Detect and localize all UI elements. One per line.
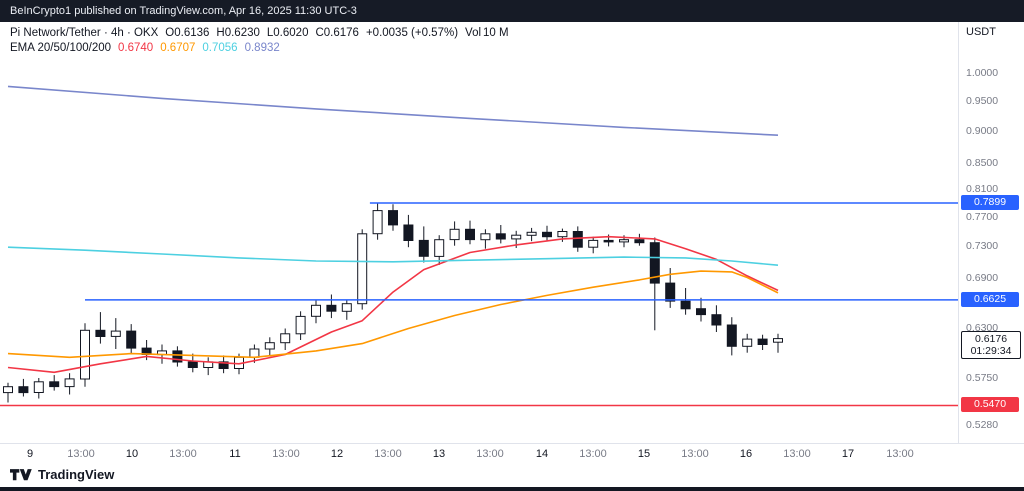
ema-value-200: 0.8932 [244, 42, 280, 54]
ema-value-50: 0.6707 [160, 42, 196, 54]
ema-line-50 [7, 270, 779, 359]
price-tick: 0.6900 [966, 272, 999, 284]
time-label: 16 [739, 448, 753, 460]
ema-line-100 [7, 246, 779, 266]
candles [3, 202, 783, 403]
time-label: 13:00 [783, 448, 811, 460]
volume-label: Vol [465, 27, 482, 39]
price-tick: 0.5750 [966, 372, 999, 384]
time-label: 13:00 [886, 448, 914, 460]
ema-indicator-label[interactable]: EMA 20/50/100/200 [10, 42, 112, 54]
time-label: 17 [841, 448, 855, 460]
tradingview-logo[interactable]: TradingView [10, 467, 114, 482]
ema-line-20 [7, 235, 779, 374]
ema-value-100: 0.7056 [202, 42, 238, 54]
time-label: 13:00 [169, 448, 197, 460]
price-level-badge: 0.5470 [961, 397, 1019, 412]
time-label: 10 [125, 448, 139, 460]
price-axis[interactable]: USDT 1.0000 0.9500 0.9000 0.8500 0.8100 0.770… [958, 22, 1024, 443]
ohlc-low: L0.6020 [266, 27, 309, 39]
publish-banner-text: BeInCrypto1 published on TradingView.com… [10, 5, 357, 17]
time-label: 13:00 [67, 448, 95, 460]
symbol-legend: Pi Network/Tether · 4h · OKX O0.6136 H0.… [10, 26, 516, 56]
price-tick: 0.5280 [966, 419, 999, 431]
ohlc-open: O0.6136 [165, 27, 210, 39]
price-tick: 0.8500 [966, 157, 999, 169]
price-tick: 0.9000 [966, 125, 999, 137]
ohlc-close: C0.6176 [315, 27, 359, 39]
price-axis-currency: USDT [966, 26, 996, 38]
time-label: 13:00 [681, 448, 709, 460]
last-price-value: 0.6176 [974, 333, 1008, 345]
time-label: 12 [330, 448, 344, 460]
ema-line-200 [7, 85, 779, 136]
price-level-badge: 0.6625 [961, 292, 1019, 307]
time-label: 11 [229, 448, 241, 460]
volume-value: 10 M [483, 27, 509, 39]
price-level-badge: 0.7899 [961, 195, 1019, 210]
legend-row-ohlc: Pi Network/Tether · 4h · OKX O0.6136 H0.… [10, 26, 516, 41]
tradingview-logo-icon [10, 468, 32, 480]
bar-countdown: 01:29:34 [970, 345, 1012, 357]
time-label: 13:00 [579, 448, 607, 460]
price-tick: 0.7700 [966, 211, 999, 223]
price-tick: 0.8100 [966, 183, 999, 195]
price-tick: 0.7300 [966, 240, 999, 252]
time-label: 13:00 [374, 448, 402, 460]
time-axis[interactable]: 9 13:00 10 13:00 11 13:00 12 13:00 13 13:00 14 13:0… [0, 443, 1024, 466]
time-label: 14 [535, 448, 549, 460]
ema-value-20: 0.6740 [118, 42, 154, 54]
ohlc-high: H0.6230 [216, 27, 260, 39]
time-label: 9 [26, 448, 34, 460]
symbol-title[interactable]: Pi Network/Tether · 4h · OKX [10, 27, 159, 39]
time-label: 13 [432, 448, 446, 460]
time-label: 13:00 [476, 448, 504, 460]
legend-row-ema: EMA 20/50/100/200 0.6740 0.6707 0.7056 0.89… [10, 41, 516, 56]
footer-bar: TradingView [0, 465, 1024, 487]
last-price-badge: 0.6176 01:29:34 [961, 331, 1021, 359]
ohlc-change: +0.0035 (+0.57%) [365, 27, 459, 39]
ema-values: 0.6740 0.6707 0.7056 0.8932 [118, 41, 287, 56]
price-tick: 1.0000 [966, 67, 999, 79]
time-label: 13:00 [272, 448, 300, 460]
bottom-strip [0, 487, 1024, 491]
time-label: 15 [637, 448, 651, 460]
publish-banner: BeInCrypto1 published on TradingView.com… [0, 0, 1024, 22]
price-tick: 0.9500 [966, 95, 999, 107]
tradingview-wordmark: TradingView [38, 467, 115, 482]
